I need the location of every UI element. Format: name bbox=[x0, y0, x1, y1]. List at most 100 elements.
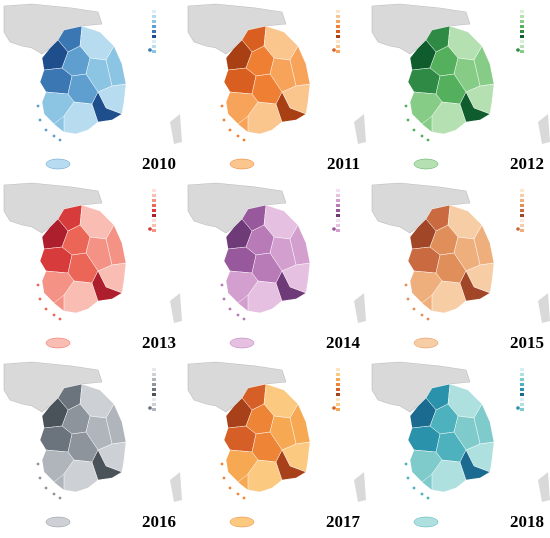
legend-swatch bbox=[152, 35, 156, 38]
island-dot bbox=[220, 283, 224, 287]
legend-swatch bbox=[152, 194, 156, 197]
neighbor-land-shape bbox=[538, 293, 550, 323]
province-region bbox=[225, 91, 259, 125]
province-region bbox=[41, 449, 75, 483]
province-region bbox=[275, 91, 307, 123]
legend-swatch bbox=[152, 209, 156, 212]
map-panel-2013: 2013 bbox=[2, 181, 182, 357]
province-region bbox=[223, 67, 257, 95]
legend-swatch bbox=[152, 40, 156, 43]
year-label: 2012 bbox=[510, 154, 544, 173]
korea-choropleth-map bbox=[371, 361, 550, 528]
color-legend bbox=[336, 189, 362, 234]
color-legend bbox=[336, 10, 362, 55]
island-dot bbox=[242, 138, 246, 142]
legend-swatch bbox=[336, 403, 340, 406]
legend-swatch bbox=[336, 40, 340, 43]
legend-swatch bbox=[336, 204, 340, 207]
island-dot bbox=[406, 297, 410, 301]
legend-swatch bbox=[336, 45, 340, 48]
island-dot bbox=[412, 307, 416, 311]
legend-swatch bbox=[520, 30, 524, 33]
legend-swatch bbox=[336, 219, 340, 222]
korea-choropleth-map bbox=[3, 3, 182, 170]
island-dot bbox=[242, 496, 246, 500]
island-dot bbox=[406, 118, 410, 122]
jeju-island-shape bbox=[413, 158, 439, 170]
legend-swatch bbox=[336, 383, 340, 386]
color-legend bbox=[520, 189, 546, 234]
jeju-island-shape bbox=[45, 158, 71, 170]
korea-choropleth-map bbox=[3, 361, 182, 528]
island-dot bbox=[228, 307, 232, 311]
legend-swatch bbox=[152, 50, 156, 53]
island-dot bbox=[38, 118, 42, 122]
island-dot bbox=[236, 134, 240, 138]
korea-choropleth-map bbox=[187, 182, 366, 349]
island-dot bbox=[228, 128, 232, 132]
ulleung-island-dot bbox=[516, 227, 520, 231]
legend-swatch bbox=[520, 25, 524, 28]
legend-swatch bbox=[520, 45, 524, 48]
legend-swatch bbox=[152, 393, 156, 396]
legend-swatch bbox=[152, 368, 156, 371]
legend-swatch bbox=[152, 20, 156, 23]
legend-swatch bbox=[152, 25, 156, 28]
map-panel-2012: 2012 bbox=[370, 2, 550, 178]
legend-swatch bbox=[520, 50, 524, 53]
legend-swatch bbox=[520, 10, 524, 13]
legend-swatch bbox=[520, 373, 524, 376]
map-panel-2015: 2015 bbox=[370, 181, 550, 357]
island-dot bbox=[52, 313, 56, 317]
legend-swatch bbox=[336, 388, 340, 391]
legend-swatch bbox=[336, 368, 340, 371]
year-label: 2011 bbox=[326, 154, 360, 173]
neighbor-land-shape bbox=[170, 472, 182, 502]
legend-swatch bbox=[520, 388, 524, 391]
legend-swatch bbox=[152, 45, 156, 48]
island-dot bbox=[36, 104, 40, 108]
legend-swatch bbox=[520, 408, 524, 411]
province-region bbox=[407, 67, 441, 95]
legend-swatch bbox=[336, 189, 340, 192]
legend-swatch bbox=[336, 35, 340, 38]
year-label: 2010 bbox=[142, 154, 176, 173]
island-dot bbox=[236, 492, 240, 496]
island-dot bbox=[220, 104, 224, 108]
island-dot bbox=[228, 486, 232, 490]
legend-swatch bbox=[336, 30, 340, 33]
jeju-island-shape bbox=[229, 516, 255, 528]
neighbor-land-shape bbox=[354, 472, 366, 502]
legend-swatch bbox=[152, 383, 156, 386]
neighbor-land-shape bbox=[170, 114, 182, 144]
island-dot bbox=[426, 496, 430, 500]
year-label: 2016 bbox=[142, 512, 176, 531]
legend-swatch bbox=[520, 393, 524, 396]
ulleung-island-dot bbox=[148, 406, 152, 410]
ulleung-island-dot bbox=[332, 48, 336, 52]
province-region bbox=[41, 91, 75, 125]
legend-swatch bbox=[336, 229, 340, 232]
province-region bbox=[91, 270, 123, 302]
jeju-island-shape bbox=[229, 337, 255, 349]
neighbor-land-shape bbox=[170, 293, 182, 323]
map-panel-2018: 2018 bbox=[370, 360, 550, 536]
legend-swatch bbox=[336, 50, 340, 53]
province-region bbox=[41, 270, 75, 304]
legend-swatch bbox=[336, 214, 340, 217]
island-dot bbox=[38, 297, 42, 301]
province-region bbox=[459, 91, 491, 123]
legend-swatch bbox=[336, 224, 340, 227]
legend-swatch bbox=[520, 189, 524, 192]
island-dot bbox=[404, 104, 408, 108]
province-region bbox=[407, 246, 441, 274]
legend-swatch bbox=[520, 224, 524, 227]
color-legend bbox=[152, 189, 178, 234]
legend-swatch bbox=[336, 398, 340, 401]
legend-swatch bbox=[520, 398, 524, 401]
year-label: 2013 bbox=[142, 333, 176, 352]
island-dot bbox=[38, 476, 42, 480]
korea-choropleth-map bbox=[3, 182, 182, 349]
province-region bbox=[275, 270, 307, 302]
ulleung-island-dot bbox=[332, 227, 336, 231]
